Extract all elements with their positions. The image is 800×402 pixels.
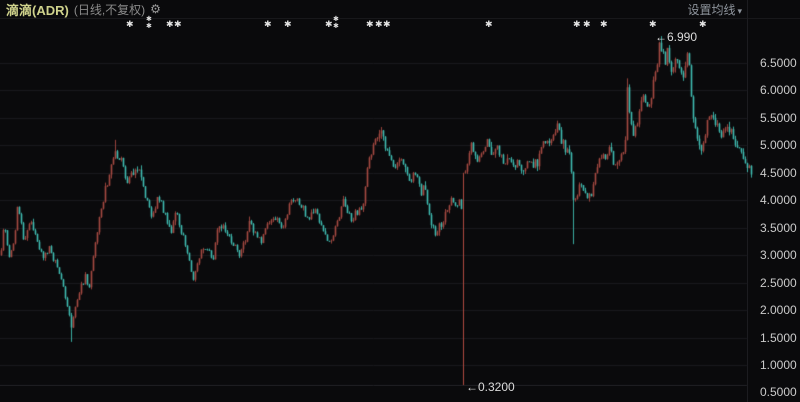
price-tick-label: 3.5000 [760, 220, 797, 235]
price-tick-label: 4.0000 [760, 193, 797, 208]
event-flag-icon[interactable]: ✱ [375, 19, 383, 29]
event-flag-icon[interactable]: ✱ [699, 19, 707, 29]
event-flag-icon[interactable]: ✱ [573, 19, 581, 29]
ma-settings-button[interactable]: 设置均线 ▾ [687, 1, 742, 18]
price-tick-label: 5.0000 [760, 138, 797, 153]
event-flag-icon[interactable]: ✱ [649, 19, 657, 29]
price-tick-label: 5.5000 [760, 110, 797, 125]
chevron-down-icon: ▾ [737, 5, 742, 16]
event-flag-icon[interactable]: ✱ [264, 19, 272, 29]
candlestick-chart-canvas[interactable] [0, 30, 754, 386]
high-price-value: 6.990 [667, 30, 698, 44]
event-flag-icon[interactable]: ✱ [600, 19, 608, 29]
event-flag-icon[interactable]: ✱ [325, 19, 333, 29]
event-flag-icon[interactable]: ✱ ✱ [146, 16, 152, 30]
event-flag-icon[interactable]: ✱ [583, 19, 591, 29]
event-flag-icon: ✱ [146, 22, 152, 30]
low-price-value: 0.3200 [478, 380, 515, 394]
left-arrow-icon: ← [466, 380, 478, 394]
price-tick-label: 1.0000 [760, 357, 797, 372]
chart-mode-label: (日线,不复权) [73, 2, 146, 17]
symbol-title: 滴滴(ADR) [6, 2, 69, 18]
annotation-high-price: ←6.990 [655, 31, 697, 44]
price-tick-label: 0.5000 [760, 385, 797, 400]
event-flag-icon[interactable]: ✱ [174, 19, 182, 29]
gear-icon[interactable]: ⚙ [150, 2, 161, 16]
event-flag-icon: ✱ [333, 22, 339, 30]
ma-settings-label: 设置均线 [687, 2, 736, 17]
price-tick-label: 3.0000 [760, 248, 797, 263]
event-flag-icon[interactable]: ✱ [366, 19, 374, 29]
price-tick-label: 2.5000 [760, 275, 797, 290]
left-arrow-icon: ← [655, 30, 667, 44]
price-tick-label: 4.5000 [760, 165, 797, 180]
event-flag-icon[interactable]: ✱ [485, 19, 493, 29]
event-flag-icon[interactable]: ✱ ✱ [333, 16, 339, 30]
price-tick-label: 1.5000 [760, 330, 797, 345]
event-flag-icon[interactable]: ✱ [383, 19, 391, 29]
price-tick-label: 2.0000 [760, 303, 797, 318]
chart-header: 滴滴(ADR) (日线,不复权) ⚙ 设置均线 ▾ [0, 0, 800, 19]
annotation-low-price: ←0.3200 [466, 381, 515, 394]
event-flag-icon[interactable]: ✱ [126, 19, 134, 29]
price-tick-label: 6.5000 [760, 56, 797, 70]
event-flag-icon[interactable]: ✱ [284, 19, 292, 29]
price-tick-label: 6.0000 [760, 83, 797, 98]
event-flag-icon[interactable]: ✱ [166, 19, 174, 29]
